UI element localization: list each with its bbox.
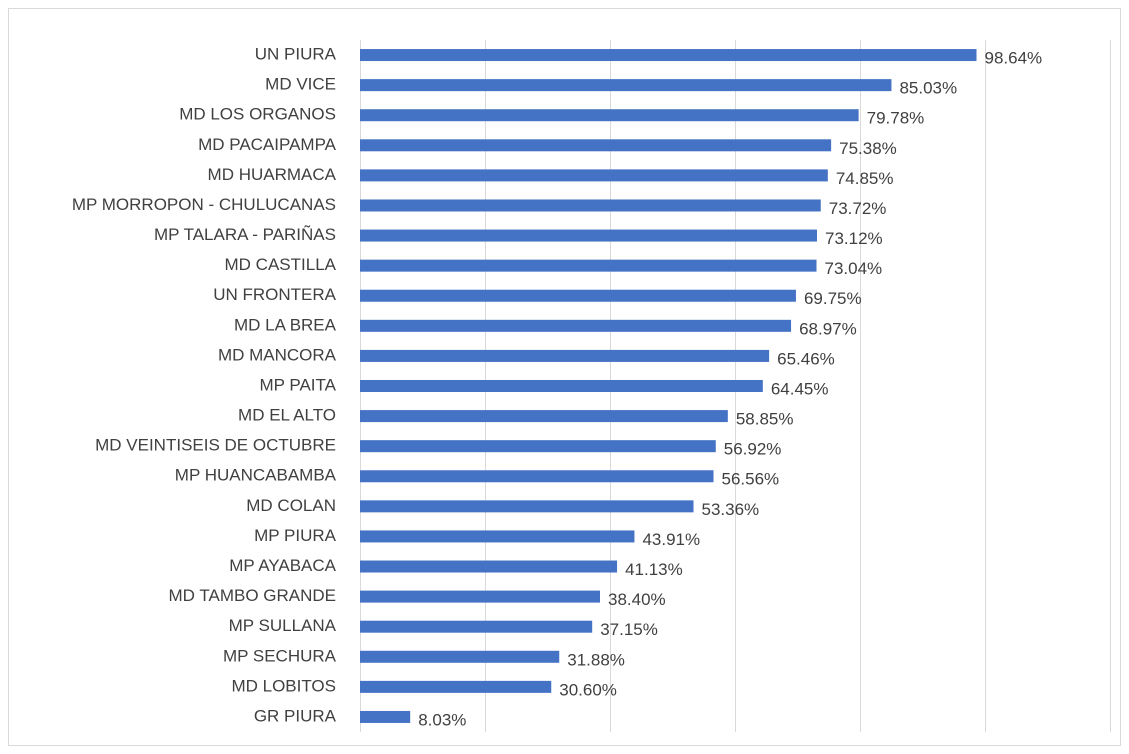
data-label: 85.03%	[899, 79, 957, 98]
y-tick-label: MD COLAN	[246, 496, 336, 515]
bar	[360, 410, 728, 423]
data-label: 73.12%	[825, 229, 883, 248]
y-tick-label: MD LA BREA	[234, 315, 337, 334]
bar	[360, 79, 892, 92]
bar	[360, 500, 694, 513]
y-tick-label: MD PACAIPAMPA	[198, 135, 337, 154]
y-tick-label: MP HUANCABAMBA	[175, 466, 337, 485]
y-tick-label: MD EL ALTO	[238, 406, 336, 425]
y-tick-label: MD VICE	[265, 75, 336, 94]
data-label: 56.56%	[722, 470, 780, 489]
data-label: 37.15%	[600, 620, 658, 639]
y-tick-label: MD MANCORA	[218, 345, 337, 364]
y-tick-label: MP PAITA	[259, 375, 336, 394]
y-tick-label: MD HUARMACA	[208, 165, 337, 184]
bar	[360, 710, 411, 723]
data-label: 73.04%	[825, 259, 883, 278]
bar	[360, 380, 763, 392]
bar	[360, 319, 792, 332]
bar	[360, 530, 635, 543]
y-tick-label: GR PIURA	[254, 706, 337, 725]
bar	[360, 560, 618, 573]
data-label: 75.38%	[839, 139, 897, 158]
bar	[360, 470, 714, 483]
bar	[360, 650, 560, 663]
data-label: 65.46%	[777, 349, 835, 368]
data-label: 41.13%	[625, 560, 683, 579]
data-label: 68.97%	[799, 319, 857, 338]
y-tick-label: MD TAMBO GRANDE	[169, 586, 337, 605]
data-label: 79.78%	[867, 109, 925, 128]
bar	[360, 169, 828, 182]
y-tick-label: MD LOS ORGANOS	[179, 105, 336, 124]
bar	[360, 440, 716, 453]
y-tick-label: MP MORROPON - CHULUCANAS	[72, 195, 336, 214]
data-label: 69.75%	[804, 289, 862, 308]
bar	[360, 590, 600, 603]
data-label: 74.85%	[836, 169, 894, 188]
bar	[360, 109, 859, 122]
data-label: 30.60%	[559, 680, 617, 699]
bar	[360, 349, 770, 362]
y-tick-label: MD LOBITOS	[231, 676, 336, 695]
bar	[360, 289, 796, 302]
data-label: 58.85%	[736, 410, 794, 429]
y-tick-label: MD CASTILLA	[225, 255, 337, 274]
y-tick-label: MP SECHURA	[223, 646, 337, 665]
bar	[360, 229, 817, 242]
bar	[360, 139, 832, 152]
y-tick-label: MP PIURA	[254, 526, 337, 545]
data-label: 53.36%	[702, 500, 760, 519]
data-label: 43.91%	[642, 530, 700, 549]
bar	[360, 620, 593, 633]
data-label: 38.40%	[608, 590, 666, 609]
bar	[360, 199, 821, 212]
bar	[360, 259, 817, 272]
data-label: 8.03%	[418, 710, 466, 729]
y-tick-label: MD VEINTISEIS DE OCTUBRE	[95, 436, 336, 455]
data-label: 31.88%	[567, 650, 625, 669]
data-label: 98.64%	[985, 49, 1043, 68]
chart-frame	[8, 8, 1121, 746]
y-tick-label: UN PIURA	[255, 45, 337, 64]
y-tick-label: MP TALARA - PARIÑAS	[154, 225, 336, 244]
data-label: 73.72%	[829, 199, 887, 218]
y-tick-label: UN FRONTERA	[213, 285, 336, 304]
data-label: 56.92%	[724, 440, 782, 459]
y-tick-label: MP SULLANA	[229, 616, 337, 635]
bar	[360, 49, 977, 62]
data-label: 64.45%	[771, 379, 829, 398]
bar	[360, 680, 552, 693]
y-tick-label: MP AYABACA	[229, 556, 336, 575]
